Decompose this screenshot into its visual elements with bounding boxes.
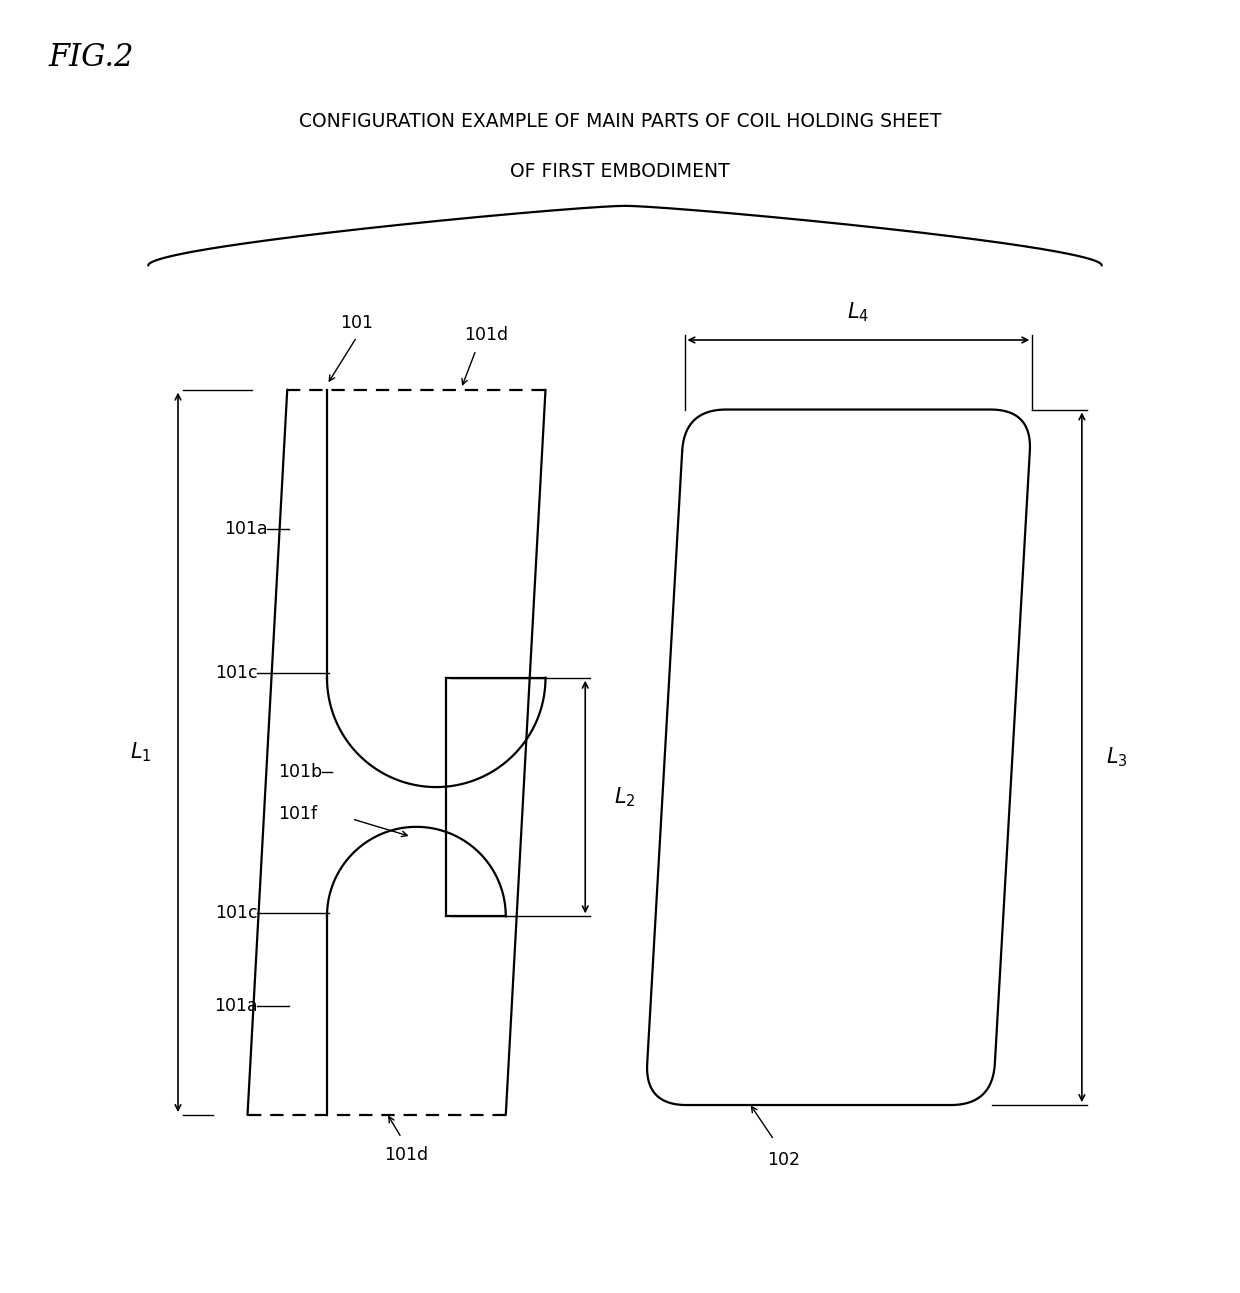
Text: $L_3$: $L_3$ xyxy=(1106,746,1127,769)
Text: CONFIGURATION EXAMPLE OF MAIN PARTS OF COIL HOLDING SHEET: CONFIGURATION EXAMPLE OF MAIN PARTS OF C… xyxy=(299,112,941,131)
Text: $L_1$: $L_1$ xyxy=(130,741,153,764)
Text: 101: 101 xyxy=(340,314,373,332)
Text: $L_2$: $L_2$ xyxy=(614,785,636,809)
Text: FIG.2: FIG.2 xyxy=(48,41,134,72)
Text: 102: 102 xyxy=(768,1151,800,1169)
Text: $L_4$: $L_4$ xyxy=(847,300,869,325)
Text: 101c: 101c xyxy=(215,904,258,922)
Text: 101d: 101d xyxy=(384,1146,429,1164)
Text: OF FIRST EMBODIMENT: OF FIRST EMBODIMENT xyxy=(510,162,730,181)
Text: 101c: 101c xyxy=(215,663,258,681)
Text: 101a: 101a xyxy=(213,997,258,1015)
Text: 101b: 101b xyxy=(278,763,322,781)
Text: 101f: 101f xyxy=(278,806,317,822)
Text: 101d: 101d xyxy=(464,326,508,344)
Text: 101a: 101a xyxy=(223,520,268,538)
